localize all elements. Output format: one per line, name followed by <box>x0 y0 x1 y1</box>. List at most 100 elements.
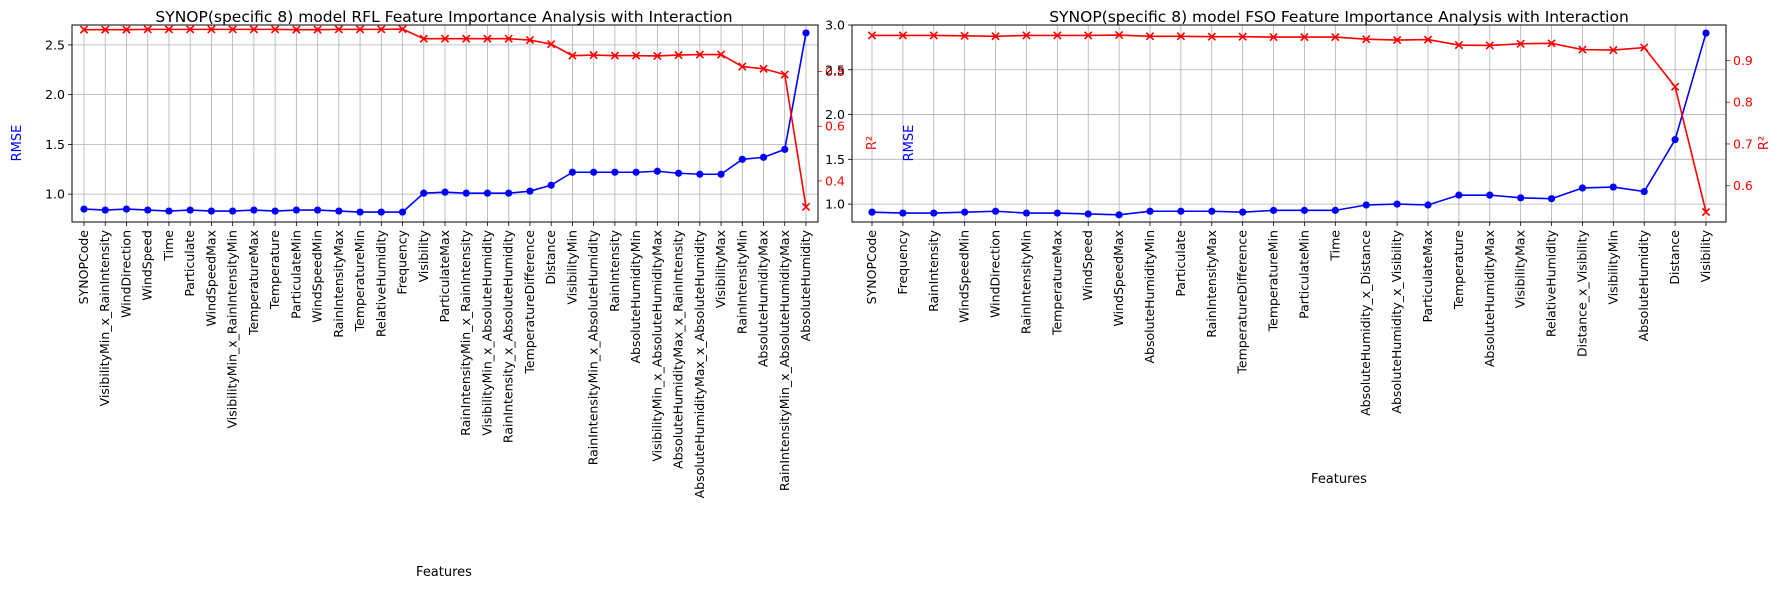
rfl-x-tick-label: WindSpeedMax <box>203 230 218 326</box>
rfl-x-tick-label: WindSpeed <box>140 230 155 301</box>
rfl-x-tick-label: RainIntensityMin <box>734 230 749 334</box>
fso-x-tick-label: RelativeHumidity <box>1544 229 1559 337</box>
rfl-x-tick-label: Frequency <box>395 229 410 294</box>
fso-grid <box>852 24 1726 222</box>
fso-rmse-point <box>868 208 876 216</box>
rfl-x-tick-label: ParticulateMax <box>437 230 452 323</box>
fso-x-tick-label: Temperature <box>1451 230 1466 310</box>
rfl-r2-point <box>419 34 428 43</box>
rfl-x-tick-label: VisibilityMin <box>564 230 579 305</box>
fso-left-tick-label: 2.5 <box>825 62 845 77</box>
fso-x-tick-label: Distance <box>1667 230 1682 285</box>
rfl-left-tick-label: 2.0 <box>45 87 65 102</box>
fso-r2-point <box>1331 32 1340 42</box>
rfl-left-ticks: 1.0 1.5 2.0 2.5 <box>45 37 72 202</box>
rfl-xlabel: Features <box>416 565 472 580</box>
fso-rmse-point <box>899 209 907 217</box>
rfl-rmse-point <box>335 207 343 215</box>
fso-r2-point <box>1609 45 1618 55</box>
rfl-x-ticks: SYNOPCode VisibilityMin_x_RainIntensity Wi… <box>76 222 813 498</box>
fso-left-tick-label: 1.5 <box>825 152 845 167</box>
rfl-rmse-point <box>101 206 109 214</box>
fso-right-tick-label: 0.8 <box>1733 95 1753 110</box>
fso-rmse-point <box>1084 210 1092 218</box>
fso-r2-point <box>1053 31 1062 40</box>
rfl-x-tick-label: Particulate <box>182 230 197 297</box>
fso-x-tick-label: RainIntensity <box>926 229 941 311</box>
rfl-r2-point <box>483 34 492 43</box>
fso-x-tick-label: SYNOPCode <box>864 230 879 305</box>
rfl-x-tick-label: TemperatureMin <box>352 230 367 332</box>
rfl-x-tick-label: AbsoluteHumidityMax_x_AbsoluteHumidity <box>692 229 707 498</box>
rfl-rmse-point <box>462 189 470 197</box>
fso-rmse-point <box>1146 207 1154 215</box>
fso-x-tick-label: Particulate <box>1173 230 1188 297</box>
fso-rmse-point <box>1115 211 1123 219</box>
fso-r2-point <box>1423 35 1433 44</box>
rfl-r2-point <box>313 25 322 34</box>
rfl-rmse-point <box>505 189 513 197</box>
fso-plot-frame <box>851 24 1727 223</box>
fso-rmse-point <box>1022 209 1031 217</box>
fso-rmse-point <box>1208 207 1216 215</box>
fso-r2-point <box>1238 32 1247 41</box>
rfl-ylabel-left: RMSE <box>10 125 25 162</box>
rfl-r2-point <box>695 50 704 59</box>
fso-x-ticks: SYNOPCode Frequency RainIntensity WindSpeed… <box>864 222 1713 416</box>
rfl-rmse-point <box>674 169 683 177</box>
rfl-rmse-point <box>377 208 385 216</box>
rfl-r2-point <box>525 35 535 45</box>
fso-r2-point <box>1022 31 1031 40</box>
rfl-rmse-point <box>717 170 725 178</box>
rfl-x-tick-label: RainIntensityMin_x_AbsoluteHumidityMax <box>777 230 792 491</box>
fso-x-tick-label: AbsoluteHumidityMin <box>1142 230 1157 364</box>
fso-rmse-line <box>871 32 1707 216</box>
fso-x-tick-label: WindDirection <box>988 230 1003 318</box>
fso-x-tick-label: AbsoluteHumidity <box>1636 229 1651 341</box>
rfl-r2-point <box>249 25 259 34</box>
fso-left-tick-label: 3.0 <box>825 18 845 33</box>
fso-ylabel-right: R² <box>1757 136 1772 150</box>
rfl-r2-point <box>568 51 577 60</box>
fso-x-tick-label: Visibility <box>1698 229 1713 282</box>
fso-x-tick-label: AbsoluteHumidity_x_Visibility <box>1389 229 1404 413</box>
fso-r2-point <box>898 31 908 40</box>
fso-x-tick-label: WindSpeedMin <box>957 230 972 323</box>
fso-rmse-point <box>1362 201 1370 209</box>
fso-r2-point <box>1269 32 1278 42</box>
fso-r2-point <box>960 31 969 41</box>
rfl-r2-point <box>207 25 216 34</box>
fso-x-tick-label: Time <box>1327 230 1342 262</box>
fso-r2-point <box>1362 35 1371 44</box>
fso-x-tick-label: AbsoluteHumidity_x_Distance <box>1358 230 1373 416</box>
fso-r2-point <box>1640 43 1649 52</box>
rfl-rmse-point <box>590 168 598 176</box>
rfl-chart-title: SYNOP(specific 8) model RFL Feature Impo… <box>155 8 732 26</box>
rfl-rmse-point <box>80 205 88 213</box>
fso-rmse-point <box>991 207 1000 215</box>
fso-series-marks <box>867 29 1711 219</box>
rfl-r2-point <box>631 51 641 60</box>
rfl-r2-point <box>398 24 407 34</box>
rfl-x-tick-label: VisibilityMin_x_AbsoluteHumidity <box>479 229 494 435</box>
rfl-right-ticks: 0.4 0.6 0.8 <box>818 64 845 188</box>
rfl-x-tick-label: ParticulateMin <box>288 230 303 319</box>
rfl-r2-point <box>228 25 237 34</box>
fso-rmse-point <box>1640 187 1648 196</box>
fso-rmse-point <box>1671 136 1679 144</box>
rfl-r2-point <box>674 50 683 60</box>
rfl-x-tick-label: VisibilityMin_x_AbsoluteHumidityMax <box>649 230 664 462</box>
fso-right-tick-label: 0.6 <box>1733 178 1753 193</box>
fso-r2-point <box>1670 82 1680 91</box>
fso-chart: SYNOP(specific 8) model FSO Feature Impo… <box>825 8 1772 487</box>
rfl-r2-point <box>653 51 662 61</box>
fso-rmse-point <box>1455 191 1463 199</box>
fso-r2-point <box>1300 32 1309 42</box>
fso-r2-point <box>1454 40 1464 50</box>
rfl-x-tick-label: RainIntensityMin_x_AbsoluteHumidity <box>586 229 601 465</box>
fso-rmse-point <box>1177 207 1185 215</box>
fso-left-tick-label: 2.0 <box>825 107 845 122</box>
rfl-rmse-point <box>313 206 322 214</box>
rfl-x-tick-label: SYNOPCode <box>76 230 91 305</box>
